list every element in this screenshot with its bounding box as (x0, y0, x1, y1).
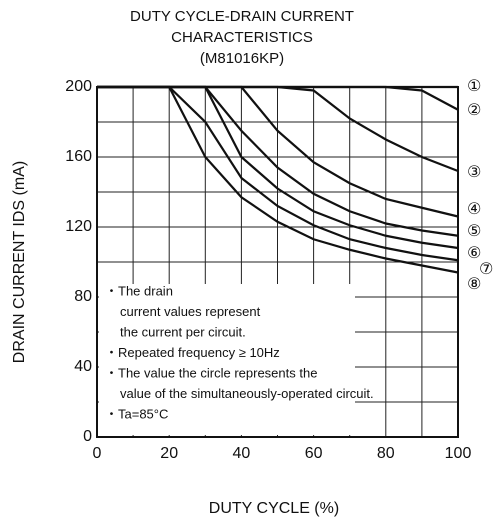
note: ・Ta=85°C (105, 406, 168, 421)
note: ・Repeated frequency ≥ 10Hz (105, 345, 280, 360)
note: current values represent (120, 304, 261, 319)
series-label: ③ (467, 164, 481, 181)
y-tick-label: 0 (83, 428, 92, 445)
x-tick-label: 0 (93, 445, 102, 462)
y-tick-label: 200 (65, 78, 92, 95)
note: ・The drain (105, 283, 173, 298)
series-line (97, 85, 459, 274)
note-box (99, 284, 355, 435)
series-label: ⑦ (479, 261, 493, 278)
x-tick-label: 60 (305, 445, 323, 462)
chart-title: DUTY CYCLE-DRAIN CURRENT (130, 8, 354, 25)
chart-title: (M81016KP) (200, 50, 284, 67)
x-axis-label: DUTY CYCLE (%) (209, 500, 339, 517)
note: the current per circuit. (120, 324, 246, 339)
x-tick-label: 20 (160, 445, 178, 462)
series-label: ② (467, 102, 481, 119)
y-axis-label: DRAIN CURRENT IDS (mA) (11, 161, 28, 363)
x-tick-label: 100 (445, 445, 472, 462)
note: ・The value the circle represents the (105, 365, 317, 380)
series-label: ① (467, 78, 481, 95)
y-tick-label: 40 (74, 358, 92, 375)
x-tick-label: 40 (233, 445, 251, 462)
series-label: ⑥ (467, 245, 481, 262)
y-tick-label: 160 (65, 148, 92, 165)
y-tick-label: 120 (65, 218, 92, 235)
series-label: ⑧ (467, 276, 481, 293)
series-label: ⑤ (467, 223, 481, 240)
note: value of the simultaneously-operated cir… (120, 386, 374, 401)
chart-title: CHARACTERISTICS (171, 29, 313, 46)
x-tick-label: 80 (377, 445, 395, 462)
series-label: ④ (467, 201, 481, 218)
y-tick-label: 80 (74, 288, 92, 305)
